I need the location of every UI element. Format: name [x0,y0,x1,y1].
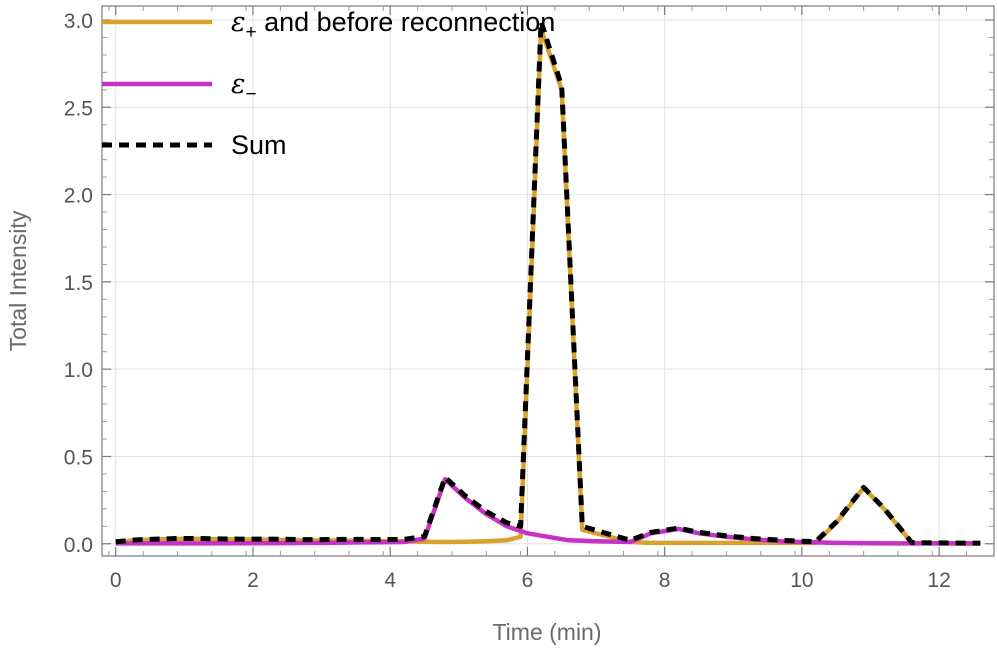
x-tick-label: 6 [522,569,534,592]
x-tick-label: 10 [790,569,813,592]
legend-subscript: + [246,22,257,43]
legend-subscript: − [246,84,257,105]
x-tick-label: 2 [247,569,259,592]
series-line-sum [115,19,981,546]
legend-label-sum: Sum [231,130,287,160]
x-tick-label: 4 [384,569,396,592]
x-tick-label: 12 [927,569,950,592]
legend-symbol: ε [231,69,246,100]
y-tick-label: 2.5 [64,97,93,120]
x-tick-label: 8 [659,569,671,592]
y-tick-label: 3.0 [64,10,93,33]
y-tick-label: 1.0 [64,359,93,382]
axis-ticks: 0 2 4 6 8 10 12 0.0 0.5 1.0 1.5 2.0 2.5 3.0 [64,6,994,592]
plot-frame [101,5,995,557]
grid [102,6,994,556]
legend-text: Sum [231,130,287,160]
y-axis-label: Total Intensity [5,210,31,351]
series-lines [115,19,981,546]
x-tick-label: 0 [110,569,122,592]
y-tick-label: 2.0 [64,185,93,208]
series-line-minus [115,476,981,546]
legend-label-minus: ε− [231,69,257,105]
y-tick-label: 0.0 [64,534,93,557]
y-tick-label: 1.5 [64,272,93,295]
legend-label-plus: ε+ and before reconnection [231,7,555,43]
legend-text: and before reconnection [257,7,556,37]
y-tick-label: 0.5 [64,446,93,469]
x-axis-label: Time (min) [492,619,601,645]
series-line-plus [115,26,981,546]
legend-symbol: ε [231,7,246,38]
